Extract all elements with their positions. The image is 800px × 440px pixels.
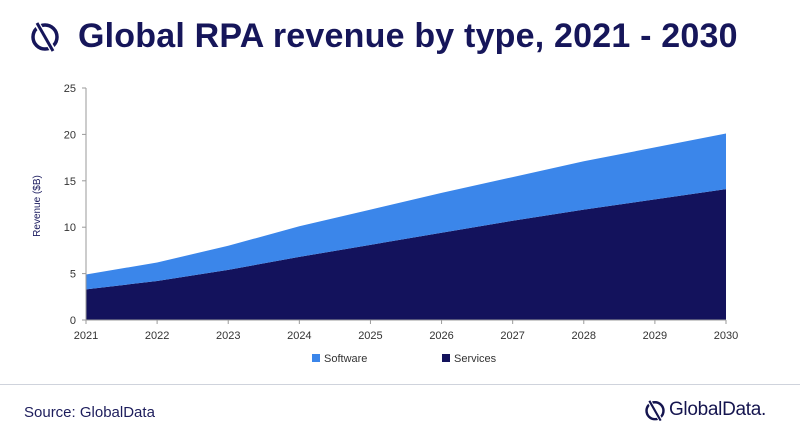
x-tick-label: 2024 <box>287 330 311 342</box>
source-note: Source: GlobalData <box>24 404 155 421</box>
area-software <box>86 133 726 290</box>
header: Global RPA revenue by type, 2021 - 2030 <box>28 12 738 60</box>
legend-swatch-services <box>442 354 450 362</box>
x-tick-label: 2027 <box>500 330 524 342</box>
footer-divider <box>0 384 800 385</box>
globaldata-logo-icon <box>31 20 59 53</box>
y-tick-label: 20 <box>64 129 76 141</box>
y-tick-label: 25 <box>64 83 76 95</box>
y-tick-label: 15 <box>64 176 76 188</box>
y-tick-label: 5 <box>70 269 76 281</box>
area-services <box>86 189 726 320</box>
brand: GlobalData. <box>643 398 766 422</box>
brand-name: GlobalData. <box>668 399 766 420</box>
y-tick-label: 0 <box>70 315 76 327</box>
legend-swatch-software <box>312 354 320 362</box>
x-tick-label: 2029 <box>643 330 667 342</box>
y-axis-title: Revenue ($B) <box>32 175 43 237</box>
x-tick-label: 2025 <box>358 330 382 342</box>
legend-label-software: Software <box>324 353 367 365</box>
page-title: Global RPA revenue by type, 2021 - 2030 <box>78 16 738 55</box>
x-tick-label: 2021 <box>74 330 98 342</box>
x-tick-label: 2028 <box>572 330 596 342</box>
x-tick-label: 2022 <box>145 330 169 342</box>
globaldata-logo-icon <box>645 399 665 422</box>
x-tick-label: 2026 <box>429 330 453 342</box>
legend-label-services: Services <box>454 353 497 365</box>
x-tick-label: 2030 <box>714 330 738 342</box>
x-tick-label: 2023 <box>216 330 240 342</box>
y-tick-label: 10 <box>64 222 76 234</box>
